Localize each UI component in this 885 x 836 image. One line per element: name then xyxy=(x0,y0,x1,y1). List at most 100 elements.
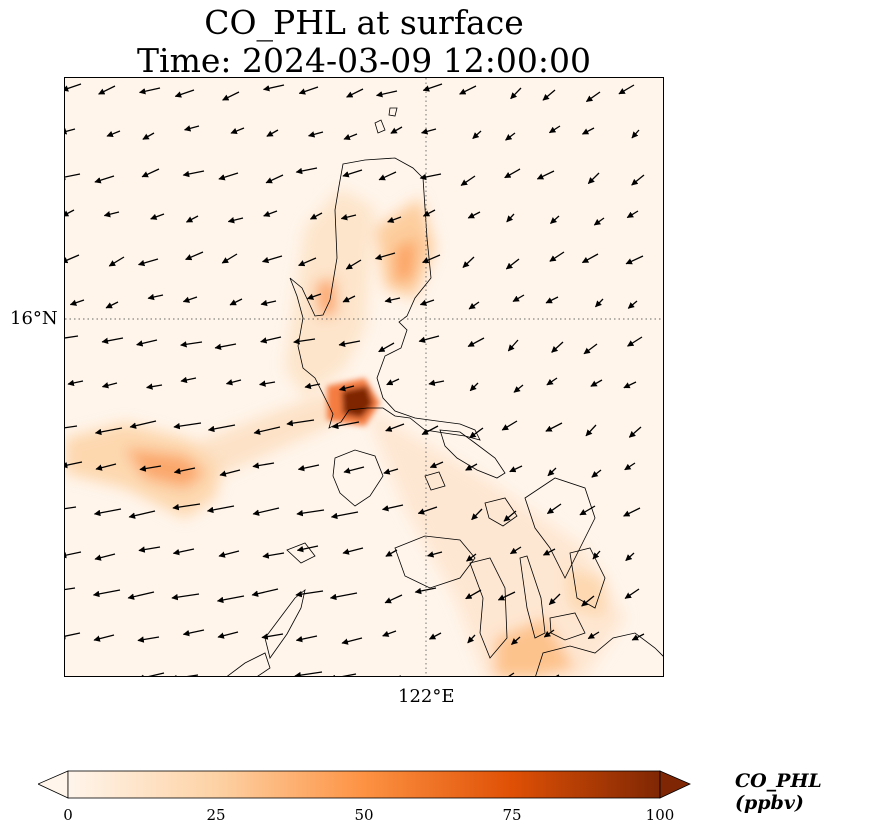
wind-vector xyxy=(183,125,200,132)
wind-vector xyxy=(628,426,642,438)
wind-vector xyxy=(375,90,398,98)
wind-vector xyxy=(218,172,239,181)
wind-vector xyxy=(595,298,604,308)
wind-vector xyxy=(513,384,524,393)
wind-vector xyxy=(381,504,404,512)
coastline-palawan-north xyxy=(264,588,306,659)
wind-vector xyxy=(263,210,278,217)
wind-vector xyxy=(94,427,123,436)
wind-vector xyxy=(127,591,155,600)
wind-vector xyxy=(294,671,323,676)
wind-vector xyxy=(505,132,516,141)
wind-vector xyxy=(185,215,199,223)
wind-vector xyxy=(512,294,525,302)
wind-vector xyxy=(95,463,117,471)
wind-vector xyxy=(138,546,161,553)
wind-vector xyxy=(106,130,121,138)
wind-vector xyxy=(295,590,324,598)
wind-vector xyxy=(421,425,439,435)
wind-vector xyxy=(296,545,319,553)
wind-vector xyxy=(593,217,605,226)
wind-vector xyxy=(536,170,555,180)
wind-vector xyxy=(384,296,401,304)
wind-vector xyxy=(590,379,603,387)
wind-vector xyxy=(93,508,122,517)
coastline-luzon xyxy=(289,157,481,441)
wind-vector xyxy=(549,251,565,262)
wind-vector xyxy=(252,462,275,469)
wind-vector xyxy=(418,335,440,343)
wind-vector xyxy=(329,592,358,601)
co-plume-mindanao xyxy=(495,618,575,676)
wind-vector xyxy=(471,508,483,521)
wind-vector xyxy=(342,169,363,178)
wind-vector xyxy=(546,503,562,515)
wind-vector xyxy=(345,259,362,270)
wind-vector xyxy=(298,257,317,267)
wind-vector xyxy=(65,461,83,469)
wind-vector xyxy=(227,217,244,224)
wind-vector xyxy=(469,382,479,392)
wind-vector xyxy=(342,547,364,555)
wind-vector xyxy=(420,128,437,135)
wind-vector xyxy=(251,588,279,597)
wind-vector xyxy=(579,505,596,516)
coastline-busuanga xyxy=(286,542,316,564)
wind-vector xyxy=(460,175,476,186)
wind-vector xyxy=(390,126,403,134)
wind-vector xyxy=(618,84,635,95)
coastline-leyte xyxy=(569,547,606,609)
wind-vector xyxy=(509,546,522,555)
wind-vector xyxy=(509,465,523,473)
wind-vector xyxy=(207,424,236,433)
wind-vector xyxy=(265,174,284,184)
wind-vector xyxy=(136,339,158,347)
wind-vector xyxy=(414,587,437,595)
wind-vector xyxy=(185,251,204,261)
wind-vector xyxy=(331,421,360,430)
coastline-bohol xyxy=(549,612,586,641)
wind-vector xyxy=(581,127,595,135)
wind-vector xyxy=(138,87,161,95)
wind-vector xyxy=(229,298,243,306)
wind-vector xyxy=(142,132,155,140)
wind-vector xyxy=(261,255,283,264)
wind-vector xyxy=(93,634,115,642)
wind-vector xyxy=(219,469,241,477)
wind-vector xyxy=(545,296,559,304)
wind-vector xyxy=(583,343,598,355)
wind-vector xyxy=(511,636,521,645)
lon-tick-label: 122°E xyxy=(398,686,455,707)
co-plume-lingayen xyxy=(315,278,337,318)
wind-vector xyxy=(497,591,516,601)
wind-vector xyxy=(547,467,557,477)
wind-vector xyxy=(304,382,321,390)
wind-vector xyxy=(137,636,160,643)
wind-vector xyxy=(422,83,443,92)
coastline-marinduque xyxy=(424,471,446,491)
wind-vector xyxy=(217,631,239,639)
wind-vector xyxy=(65,83,82,92)
wind-vector xyxy=(173,467,196,475)
wind-vector xyxy=(625,552,635,562)
wind-vector xyxy=(252,507,280,516)
colorbar-extend-high xyxy=(659,770,691,799)
wind-vector xyxy=(328,673,357,676)
wind-vector xyxy=(298,86,319,95)
colorbar-body xyxy=(67,770,661,799)
wind-vector xyxy=(551,341,564,353)
wind-vector xyxy=(286,419,315,427)
wind-vector xyxy=(426,551,443,558)
co-plume-south xyxy=(365,408,625,676)
wind-vector xyxy=(506,213,515,223)
wind-vector xyxy=(338,385,355,392)
wind-vector xyxy=(462,256,475,268)
wind-vector xyxy=(129,420,157,429)
wind-vector xyxy=(627,300,638,309)
wind-vector xyxy=(262,552,285,559)
wind-vectors xyxy=(65,83,645,676)
wind-vector xyxy=(92,589,121,598)
coastline-mindoro xyxy=(332,449,384,507)
wind-vector xyxy=(222,91,240,101)
wind-vector xyxy=(101,337,124,345)
